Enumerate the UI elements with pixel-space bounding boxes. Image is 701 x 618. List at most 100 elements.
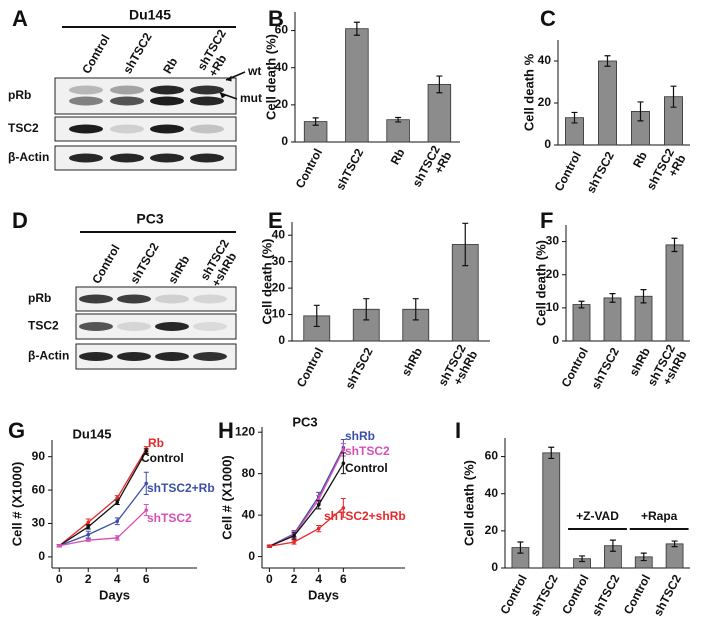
lane-label: shTSC2 (127, 240, 162, 286)
band (193, 322, 227, 331)
y-tick-label: 20 (275, 97, 289, 111)
row-label: TSC2 (28, 319, 59, 333)
y-axis-label: Cell # (X1000) (219, 455, 234, 540)
band (150, 96, 184, 106)
band (79, 352, 113, 361)
x-tick-label: Control (552, 149, 584, 193)
band (193, 352, 227, 361)
panel-letter: I (455, 418, 461, 443)
cell-line-title: PC3 (136, 211, 163, 227)
chart-title: PC3 (292, 414, 317, 429)
y-axis-label: Cell # (X1000) (9, 462, 24, 547)
error-bar (671, 540, 678, 548)
error-bar (637, 101, 644, 122)
lane-label: shTSC2 (120, 30, 155, 76)
band (110, 124, 144, 134)
y-tick-label: 40 (538, 53, 552, 67)
band (69, 124, 103, 134)
point (267, 544, 272, 549)
error-bar (412, 298, 419, 321)
x-tick-label: 6 (340, 572, 347, 586)
error-bar (548, 446, 555, 460)
y-tick-label: 60 (485, 449, 499, 463)
x-tick-label: shTSC2+Rb (644, 146, 689, 198)
series-label: shRb (345, 429, 375, 443)
bar (386, 119, 410, 143)
error-bar (578, 300, 585, 309)
blot-frame (54, 77, 237, 115)
point (341, 506, 346, 510)
y-tick-label: 30 (272, 254, 286, 268)
x-tick-label: shTSC2+shRb (645, 342, 690, 394)
error-bar (313, 304, 320, 328)
band (155, 294, 189, 304)
lane-label: Control (79, 32, 112, 76)
series-label: shTSC2+shRb (324, 509, 406, 523)
error-bar (640, 289, 647, 304)
y-axis-label: Cell death (%) (533, 240, 548, 326)
series-line (269, 447, 344, 547)
point (316, 526, 321, 531)
band (155, 322, 189, 331)
y-tick-label: 120 (235, 424, 255, 438)
x-tick-label: 6 (143, 572, 150, 586)
point (86, 532, 91, 537)
point (316, 502, 321, 507)
x-tick-label: 4 (315, 572, 322, 586)
row-label: TSC2 (8, 121, 39, 135)
error-bar (670, 85, 677, 108)
marker-arrowhead (226, 75, 232, 82)
panel-letter: G (8, 418, 25, 443)
y-tick-label: 90 (32, 449, 46, 463)
bar (665, 543, 684, 569)
bar (665, 244, 684, 342)
x-tick-label: 0 (56, 572, 63, 586)
error-bar (671, 237, 678, 253)
x-tick-label: shRb (399, 345, 425, 378)
lane-label: shTSC2+shRb (198, 237, 244, 289)
band (190, 153, 224, 163)
bar (603, 297, 622, 342)
y-tick-label: 40 (485, 486, 499, 500)
y-tick-label: 20 (485, 523, 499, 537)
y-tick-label: 20 (538, 95, 552, 109)
band (117, 352, 151, 361)
x-tick-label: shTSC2 (584, 149, 617, 195)
bar (572, 304, 591, 342)
lane-label: shRb (165, 253, 192, 286)
point (292, 540, 296, 544)
y-tick-label: 40 (275, 60, 289, 74)
error-bar (604, 55, 611, 67)
band (193, 294, 227, 304)
panel-letter: H (218, 418, 234, 443)
x-tick-label: shTSC2 (589, 345, 622, 391)
band (69, 85, 103, 95)
panel-letter: E (268, 208, 283, 233)
band (117, 294, 151, 304)
y-tick-label: 0 (544, 137, 551, 151)
band (155, 352, 189, 361)
y-tick-label: 60 (32, 482, 46, 496)
error-bar (436, 75, 443, 94)
series-label: shTSC2 (147, 511, 192, 525)
panel-letter: B (268, 6, 284, 31)
y-tick-label: 10 (272, 307, 286, 321)
error-bar (609, 293, 616, 303)
band (190, 85, 224, 95)
x-tick-label: 4 (114, 572, 121, 586)
y-tick-label: 0 (278, 333, 285, 347)
error-bar (609, 539, 616, 552)
x-tick-label: Control (497, 572, 529, 616)
x-tick-label: shTSC2 (342, 345, 375, 391)
band (150, 85, 184, 95)
y-tick-label: 0 (491, 560, 498, 574)
x-tick-label: shTSC2 (527, 572, 560, 618)
lane-label: shTSC2+Rb (195, 27, 241, 79)
y-axis-label: Cell death (%) (263, 34, 278, 120)
x-tick-label: shTSC2+shRb (436, 342, 481, 394)
band (110, 96, 144, 106)
band (69, 153, 103, 163)
series-label: Control (345, 461, 388, 475)
y-axis-label: Cell death % (521, 53, 536, 131)
error-bar (579, 555, 586, 563)
